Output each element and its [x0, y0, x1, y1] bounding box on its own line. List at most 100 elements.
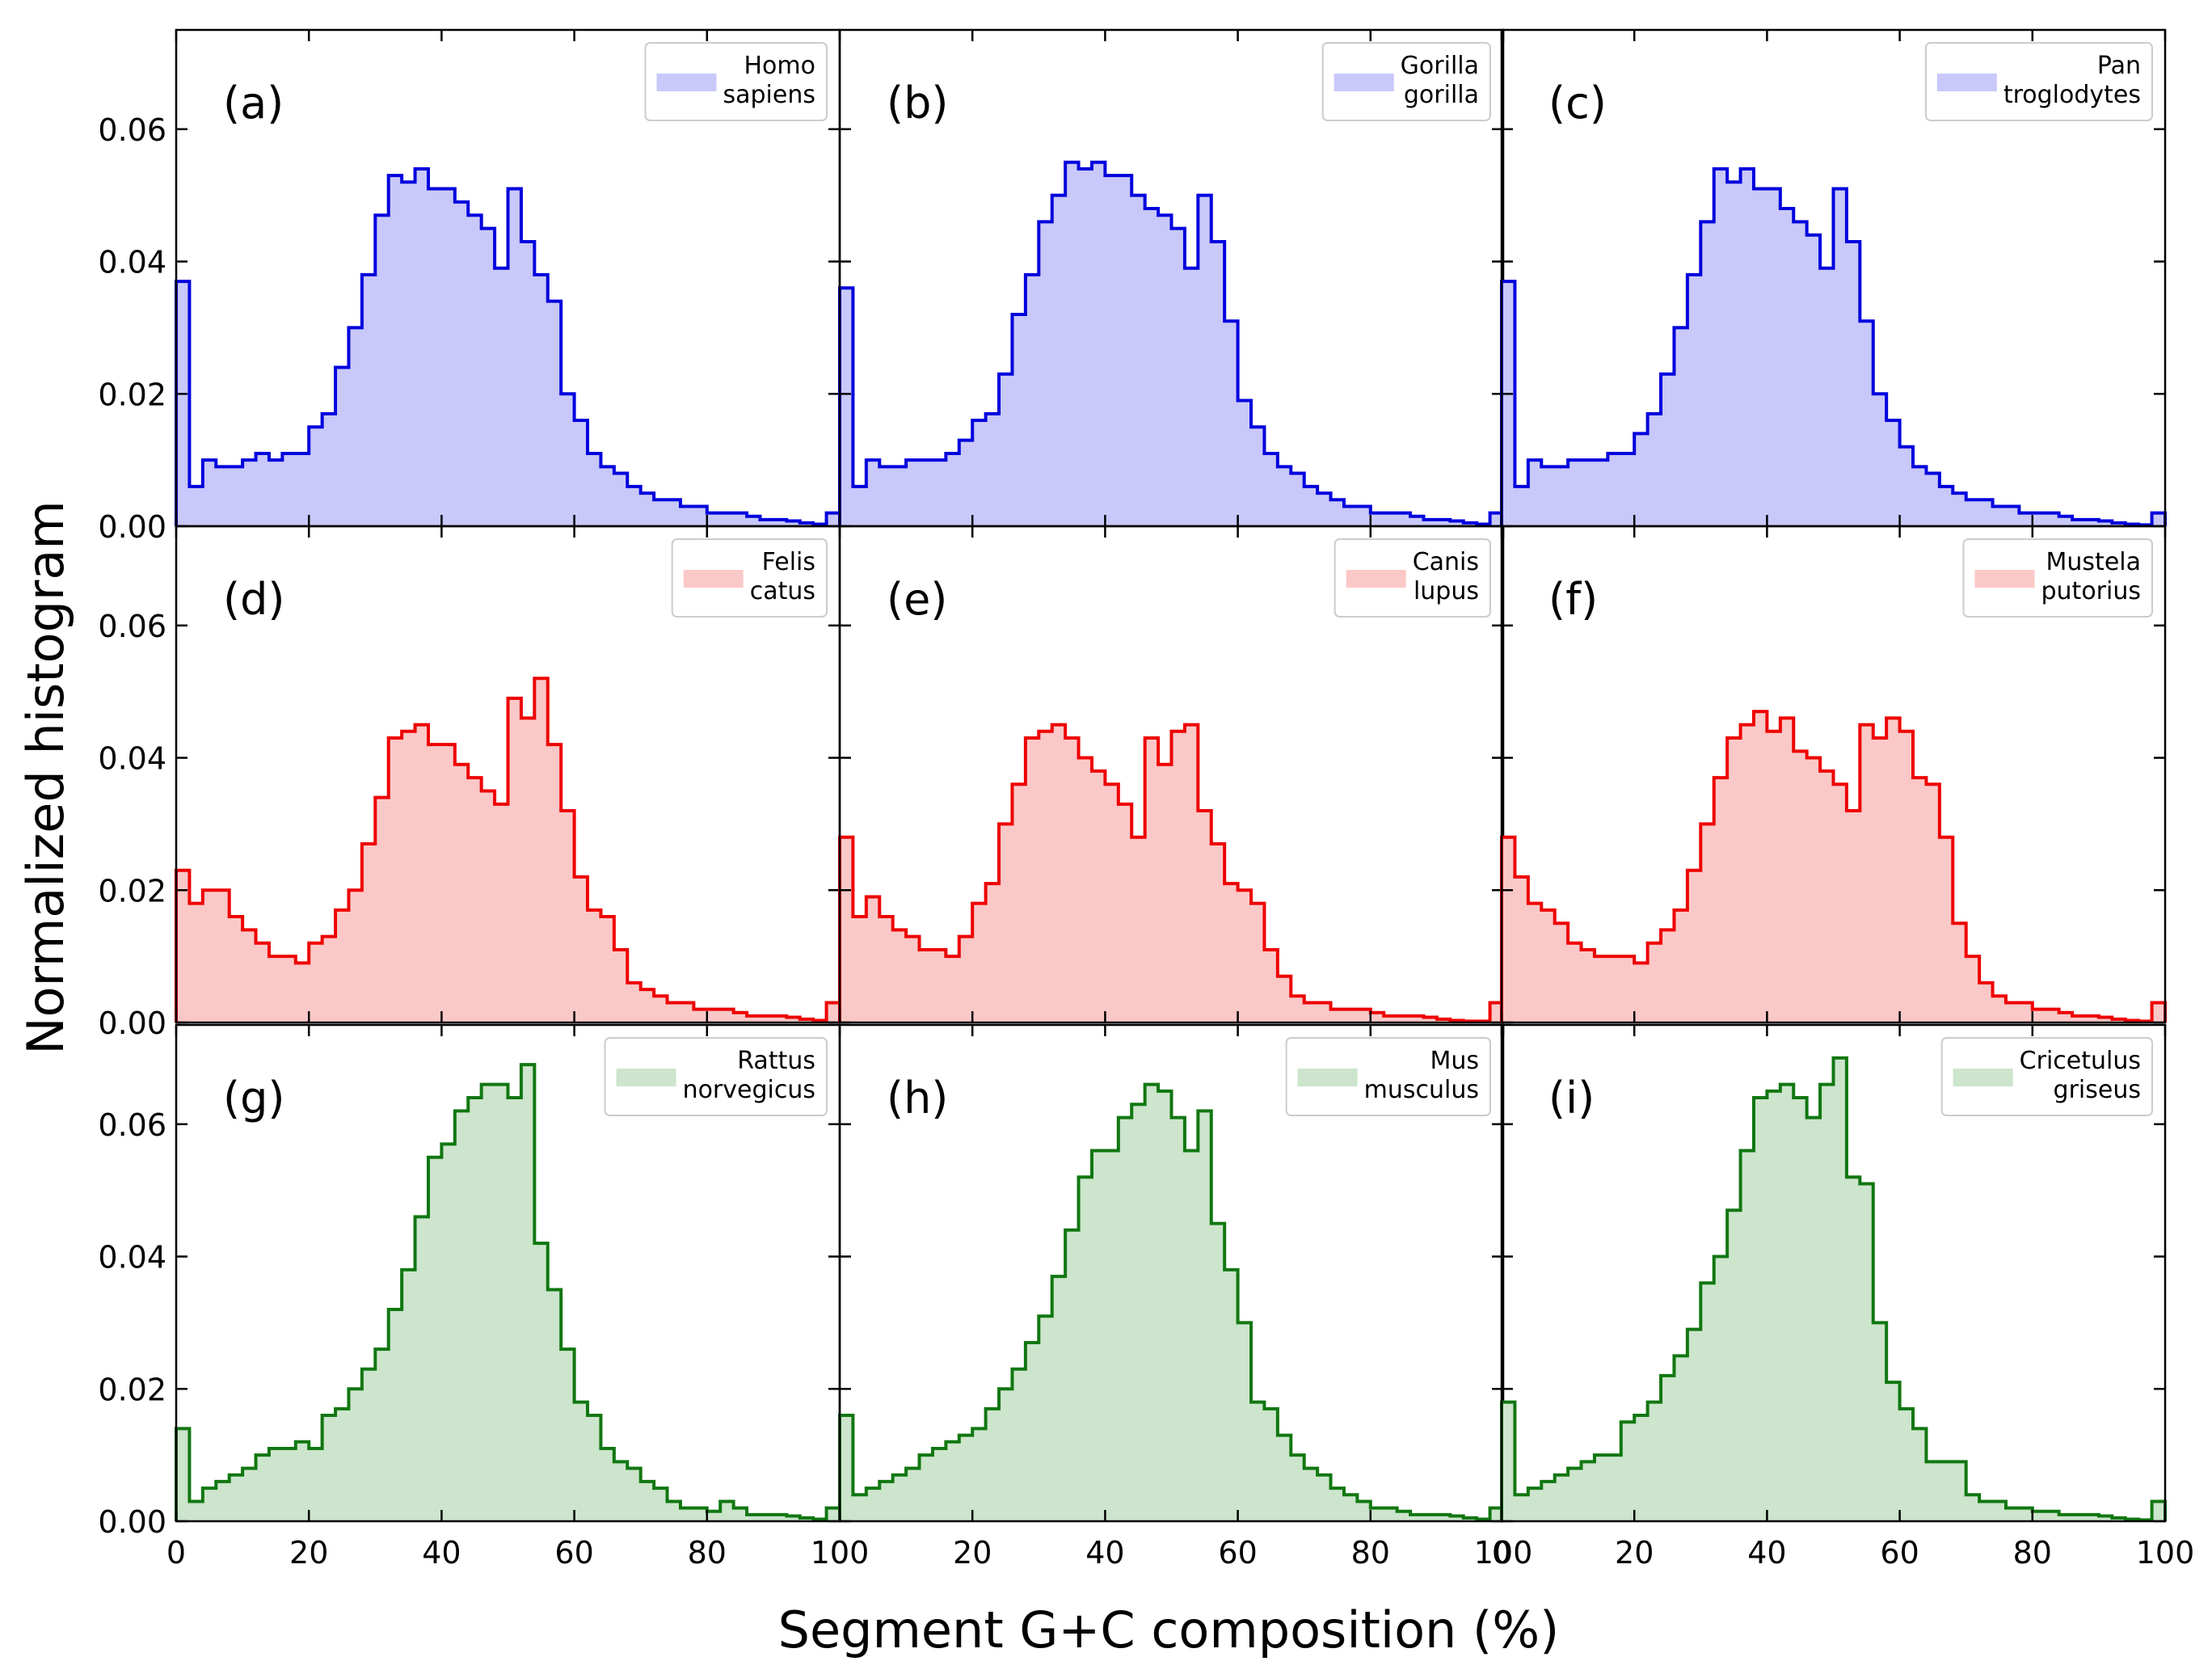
- y-tick-label: 0.02: [98, 873, 166, 909]
- legend-text: putorius: [2041, 577, 2142, 605]
- axes-frame: [838, 525, 1505, 1024]
- legend-text: catus: [750, 577, 815, 605]
- legend-swatch: [616, 1069, 676, 1086]
- legend-text: norvegicus: [683, 1076, 815, 1104]
- histogram-line: [175, 677, 841, 1023]
- x-tick-label: 60: [554, 1535, 593, 1571]
- x-tick-label: 80: [688, 1535, 727, 1571]
- panel-g: 0.00 0.02 0.04 0.06 0 20 40 60 80 100 (g) Rattusnor…: [98, 1023, 869, 1571]
- legend-text: Mus: [1430, 1047, 1479, 1075]
- legend-text: Pan: [2097, 52, 2141, 80]
- legend-box: [671, 538, 828, 618]
- histogram-line: [1500, 167, 2167, 527]
- y-tick-label: 0.00: [98, 1504, 166, 1540]
- panel-label: (f): [1548, 574, 1598, 625]
- legend-swatch: [1936, 74, 1997, 91]
- y-tick-label: 0.02: [98, 1372, 166, 1407]
- panel-label: (c): [1548, 78, 1607, 129]
- x-tick-label: 60: [1880, 1535, 1919, 1571]
- histogram-line: [838, 723, 1505, 1023]
- histogram-fill: [176, 1065, 840, 1521]
- x-tick-label: 80: [2013, 1535, 2052, 1571]
- x-tick-label: 40: [1085, 1535, 1124, 1571]
- histogram-fill: [1502, 711, 2165, 1023]
- x-tick-label: 20: [1615, 1535, 1654, 1571]
- legend-text: Mustela: [2046, 548, 2141, 576]
- histogram-line: [838, 160, 1505, 526]
- y-tick-label: 0.04: [98, 741, 166, 777]
- x-tick-label: 80: [1351, 1535, 1390, 1571]
- legend-text: Canis: [1413, 548, 1479, 576]
- legend-text: Felis: [762, 548, 815, 576]
- legend-text: sapiens: [723, 81, 816, 109]
- histogram-fill: [840, 724, 1503, 1023]
- y-tick-label: 0.04: [98, 1240, 166, 1276]
- histogram-line: [175, 1063, 841, 1521]
- legend-swatch: [683, 570, 744, 588]
- legend-swatch: [656, 74, 717, 91]
- y-tick-label: 0.06: [98, 1107, 166, 1143]
- histogram-fill: [840, 162, 1503, 526]
- x-tick-label: 100: [1474, 1535, 1533, 1571]
- legend-box: [644, 42, 828, 121]
- x-tick-label: 0: [166, 1535, 186, 1571]
- legend-box: [1924, 42, 2153, 121]
- histogram-line: [1500, 710, 2167, 1023]
- histogram-fill: [176, 678, 840, 1023]
- legend-box: [1285, 1037, 1491, 1116]
- y-tick-label: 0.06: [98, 609, 166, 644]
- legend-text: Rattus: [737, 1047, 815, 1075]
- histogram-fill: [840, 1084, 1503, 1521]
- axes-frame: [1500, 525, 2167, 1024]
- histogram-line: [838, 1082, 1505, 1521]
- axes-frame: [838, 1023, 1505, 1523]
- y-tick-label: 0.02: [98, 377, 166, 412]
- legend-swatch: [1297, 1069, 1358, 1086]
- legend-box: [1940, 1037, 2153, 1116]
- legend-box: [1962, 538, 2153, 618]
- panel-label: (b): [887, 78, 948, 129]
- legend-box: [604, 1037, 828, 1116]
- x-tick-label: 40: [422, 1535, 461, 1571]
- legend-box: [1334, 538, 1491, 618]
- legend-text: Homo: [744, 52, 816, 80]
- x-tick-label: 100: [2136, 1535, 2195, 1571]
- panel-label: (g): [223, 1073, 284, 1124]
- panel-label: (i): [1548, 1073, 1595, 1124]
- legend-text: Cricetulus: [2020, 1047, 2141, 1075]
- axes-frame: [1500, 1023, 2167, 1523]
- y-tick-label: 0.00: [98, 509, 166, 545]
- x-axis-label: Segment G+C composition (%): [778, 1600, 1560, 1659]
- legend-swatch: [1346, 570, 1406, 588]
- legend-swatch: [1953, 1069, 2013, 1086]
- panel-label: (d): [223, 574, 284, 625]
- x-tick-label: 20: [953, 1535, 992, 1571]
- legend-swatch: [1974, 570, 2035, 588]
- histogram-fill: [176, 168, 840, 527]
- legend-swatch: [1334, 74, 1394, 91]
- legend-text: Gorilla: [1401, 52, 1479, 80]
- histogram-fill: [1502, 1057, 2165, 1521]
- y-tick-label: 0.06: [98, 112, 166, 148]
- y-tick-label: 0.04: [98, 245, 166, 280]
- y-tick-label: 0.00: [98, 1006, 166, 1041]
- x-tick-label: 60: [1218, 1535, 1257, 1571]
- y-axis-label: Normalized histogram: [16, 500, 75, 1055]
